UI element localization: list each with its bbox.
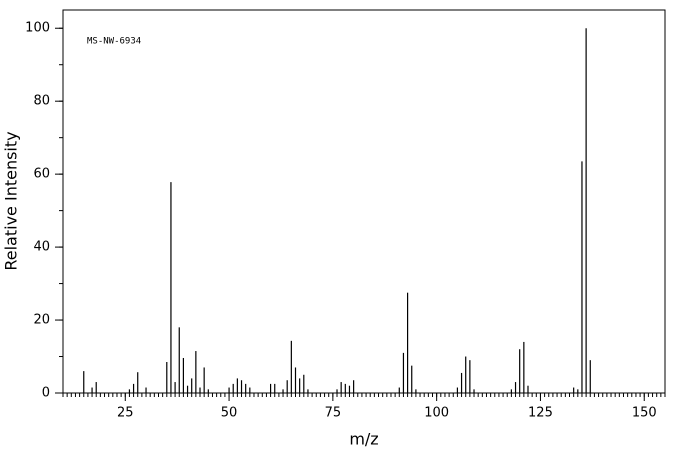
y-tick-label: 20 — [33, 313, 50, 328]
y-tick-label: 60 — [33, 167, 50, 182]
y-tick-label: 100 — [25, 21, 50, 36]
annotation: MS-NW-6934 — [87, 37, 141, 47]
x-tick-label: 125 — [528, 406, 553, 421]
y-tick-label: 0 — [42, 386, 50, 401]
x-tick-label: 25 — [117, 406, 134, 421]
x-tick-label: 150 — [632, 406, 657, 421]
plot-frame — [62, 9, 666, 394]
y-tick-label: 80 — [33, 94, 50, 109]
x-tick-label: 50 — [221, 406, 238, 421]
x-axis-label: m/z — [349, 430, 378, 449]
y-tick-label: 40 — [33, 240, 50, 255]
x-tick-label: 75 — [325, 406, 342, 421]
x-tick-label: 100 — [424, 406, 449, 421]
y-axis-label: Relative Intensity — [2, 131, 21, 270]
